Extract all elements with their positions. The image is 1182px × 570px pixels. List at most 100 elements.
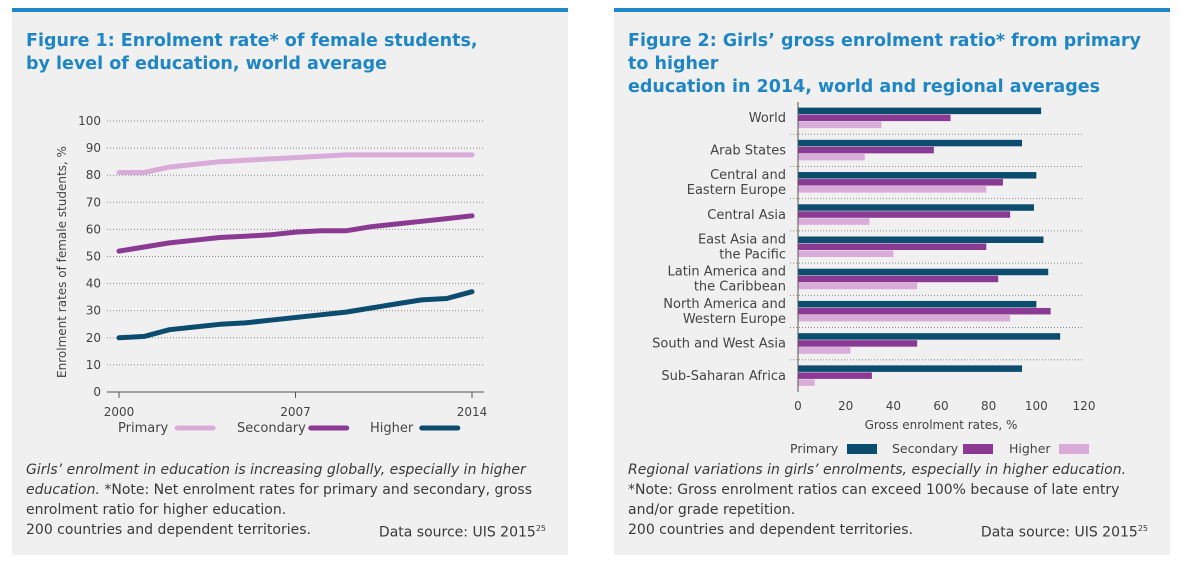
category-label-3-0: Central Asia — [707, 208, 786, 223]
figure2-title-line2: education in 2014, world and regional av… — [628, 77, 1101, 97]
category-label-2-1: Eastern Europe — [687, 183, 786, 198]
bar-higher-1 — [798, 153, 865, 161]
bar-higher-7 — [798, 347, 851, 354]
series-line-secondary — [116, 213, 475, 254]
figure1-caption: Girls’ enrolment in education is increas… — [26, 460, 558, 540]
y-tick-label-30: 30 — [86, 304, 101, 318]
bar-higher-0 — [798, 121, 882, 129]
bar-secondary-4 — [798, 243, 987, 250]
figure2-source-sup: 25 — [1137, 524, 1148, 533]
bar-secondary-3 — [798, 211, 1011, 218]
bar-higher-5 — [798, 282, 918, 290]
bar-secondary-7 — [798, 340, 918, 347]
figure1-line-chart: 0 10 20 30 40 50 60 70 80 90 100 2000 2007 2014 Enrolm… — [55, 114, 488, 436]
category-label-6-0: North America and — [663, 297, 786, 312]
category-label-0-0: World — [749, 111, 786, 126]
category-label-4-1: the Pacific — [719, 248, 786, 263]
y-tick-label-0: 0 — [93, 385, 101, 399]
bar-secondary-0 — [798, 114, 951, 122]
bar-primary-1 — [798, 139, 1023, 147]
y-tick-label-10: 10 — [86, 358, 101, 372]
bar-higher-4 — [798, 250, 894, 257]
bar-higher-6 — [798, 314, 1011, 322]
y-tick-label-80: 80 — [86, 168, 101, 182]
bar-higher-8 — [798, 379, 815, 386]
category-label-2-0: Central and — [710, 168, 786, 183]
y-tick-label-20: 20 — [86, 331, 101, 345]
bar-primary-6 — [798, 300, 1037, 308]
bar-primary-2 — [798, 172, 1037, 179]
bar-secondary-2 — [798, 179, 1003, 186]
x-tick-label-60: 60 — [933, 399, 948, 413]
figure1-title-line2: by level of education, world average — [26, 54, 387, 74]
figure1-source-sup: 25 — [535, 524, 546, 533]
figure2-caption-line4: 200 countries and dependent territories. — [628, 522, 913, 538]
figure2-caption-line2: *Note: Gross enrolment ratios can exceed… — [628, 482, 1120, 498]
y-tick-label-90: 90 — [86, 141, 101, 155]
figure1-title-line1: Figure 1: Enrolment rate* of female stud… — [26, 31, 478, 51]
x-tick-label-80: 80 — [981, 399, 996, 413]
legend-swatch-higher — [1059, 444, 1089, 454]
x-tick-label-100: 100 — [1025, 399, 1048, 413]
figure1-caption-line2-italic: education. — [26, 482, 100, 498]
figure1-caption-line3: enrolment ratio for higher education. — [26, 502, 287, 518]
x-tick-label-2000: 2000 — [104, 405, 135, 419]
figure2-panel: Figure 2: Girls’ gross enrolment ratio* … — [614, 8, 1170, 555]
legend-label-higher: Higher — [1009, 441, 1051, 456]
series-line-higher — [116, 289, 475, 341]
bar-primary-3 — [798, 204, 1034, 211]
bar-primary-7 — [798, 333, 1061, 340]
figure1-caption-line1: Girls’ enrolment in education is increas… — [26, 462, 526, 478]
bar-secondary-1 — [798, 146, 934, 154]
category-label-4-0: East Asia and — [698, 233, 786, 248]
figure2-source: Data source: UIS 201525 — [981, 524, 1148, 541]
x-tick-label-2007: 2007 — [280, 405, 311, 419]
legend-label-secondary: Secondary — [892, 441, 959, 456]
x-tick-label-120: 120 — [1073, 399, 1096, 413]
bar-primary-0 — [798, 107, 1042, 115]
legend-label-primary: Primary — [790, 441, 839, 456]
bar-primary-8 — [798, 365, 1023, 372]
legend-swatch-primary — [847, 444, 877, 454]
legend-swatch-secondary — [963, 444, 993, 454]
bar-secondary-5 — [798, 275, 999, 283]
bar-primary-5 — [798, 268, 1049, 276]
figure1-caption-line2: education. *Note: Net enrolment rates fo… — [26, 480, 558, 500]
legend-label-primary: Primary — [118, 421, 169, 436]
x-tick-label-0: 0 — [794, 399, 802, 413]
x-tick-label-20: 20 — [838, 399, 853, 413]
y-tick-label-40: 40 — [86, 277, 101, 291]
legend-label-higher: Higher — [370, 421, 414, 436]
figure1-caption-line2-rest: *Note: Net enrolment rates for primary a… — [99, 482, 533, 498]
figure2-title-line1: Figure 2: Girls’ gross enrolment ratio* … — [628, 31, 1141, 74]
figure1-source: Data source: UIS 201525 — [379, 524, 546, 541]
y-tick-label-70: 70 — [86, 195, 101, 209]
figure1-title: Figure 1: Enrolment rate* of female stud… — [26, 30, 556, 76]
y-tick-label-60: 60 — [86, 222, 101, 236]
category-label-1-0: Arab States — [710, 143, 786, 158]
figure1-panel: Figure 1: Enrolment rate* of female stud… — [12, 8, 568, 555]
x-tick-label-40: 40 — [886, 399, 901, 413]
figure2-title: Figure 2: Girls’ gross enrolment ratio* … — [628, 30, 1158, 99]
y-tick-label-50: 50 — [86, 250, 101, 264]
figure2-caption-line3: and/or grade repetition. — [628, 502, 796, 518]
y-tick-label-100: 100 — [78, 114, 101, 128]
category-label-6-1: Western Europe — [683, 312, 786, 327]
x-tick-label-2014: 2014 — [457, 405, 488, 419]
x-axis-label: Gross enrolment rates, % — [865, 418, 1018, 432]
y-axis-label: Enrolment rates of female students, % — [55, 146, 69, 378]
category-label-5-1: the Caribbean — [694, 280, 786, 295]
bar-secondary-8 — [798, 372, 872, 379]
series-line-primary — [116, 152, 475, 175]
category-label-5-0: Latin America and — [667, 265, 786, 280]
bar-higher-3 — [798, 218, 870, 225]
bar-primary-4 — [798, 236, 1044, 243]
figure1-source-text: Data source: UIS 2015 — [378, 524, 536, 541]
legend-label-secondary: Secondary — [237, 421, 306, 436]
figure2-caption: Regional variations in girls’ enrolments… — [628, 460, 1160, 540]
figure1-caption-line4: 200 countries and dependent territories. — [26, 522, 311, 538]
bar-secondary-6 — [798, 307, 1051, 315]
figure2-caption-line1: Regional variations in girls’ enrolments… — [628, 462, 1127, 478]
figure2-source-text: Data source: UIS 2015 — [980, 524, 1138, 541]
